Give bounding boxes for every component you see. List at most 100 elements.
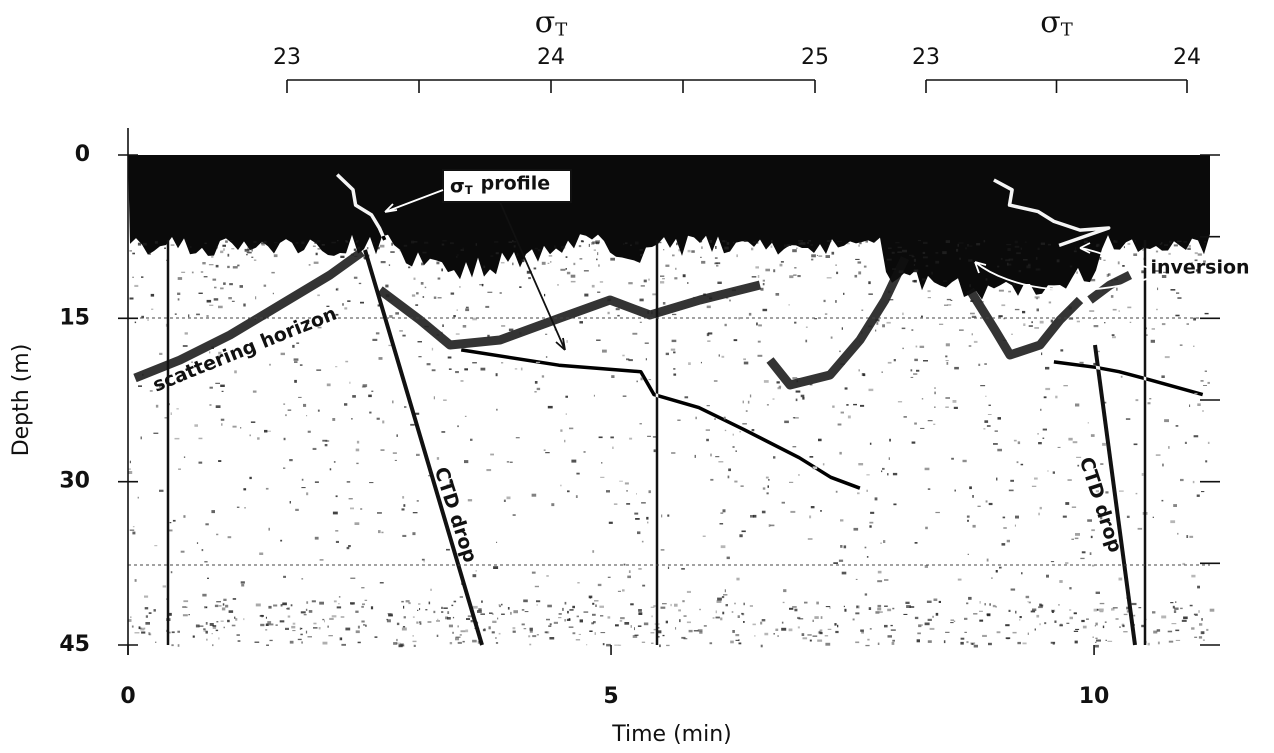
- speckle: [678, 244, 680, 246]
- speckle: [818, 630, 821, 633]
- text: profile: [481, 172, 551, 194]
- speckle: [640, 377, 643, 381]
- speckle: [1110, 280, 1113, 282]
- speckle: [1003, 527, 1007, 529]
- speckle: [170, 244, 175, 246]
- top-tick-label: 24: [1173, 45, 1201, 70]
- top-tick-label: 24: [537, 45, 565, 70]
- speckle: [150, 293, 155, 297]
- speckle: [659, 644, 661, 648]
- speckle: [795, 390, 801, 393]
- speckle: [839, 451, 842, 455]
- speckle: [726, 242, 730, 245]
- speckle: [715, 246, 717, 249]
- speckle: [916, 639, 920, 643]
- speckle: [140, 436, 142, 440]
- speckle: [317, 248, 321, 250]
- speckle: [130, 616, 132, 618]
- speckle: [335, 313, 339, 316]
- speckle: [215, 382, 220, 384]
- speckle: [145, 615, 148, 618]
- speckle: [177, 277, 183, 280]
- speckle: [301, 478, 304, 481]
- speckle: [985, 395, 987, 397]
- speckle: [361, 620, 365, 623]
- speckle: [329, 617, 334, 620]
- speckle: [243, 618, 245, 621]
- speckle: [809, 384, 813, 386]
- speckle: [1164, 356, 1170, 359]
- speckle: [300, 633, 303, 636]
- speckle: [353, 276, 358, 279]
- speckle: [1177, 532, 1179, 535]
- speckle: [1071, 506, 1077, 508]
- speckle: [441, 331, 443, 334]
- speckle: [183, 515, 186, 518]
- speckle: [1147, 402, 1151, 405]
- speckle: [1001, 304, 1006, 307]
- speckle: [1173, 244, 1178, 247]
- speckle: [491, 613, 494, 615]
- speckle: [289, 501, 291, 504]
- speckle: [294, 361, 298, 363]
- speckle: [694, 454, 696, 458]
- speckle: [261, 243, 265, 246]
- speckle: [723, 240, 728, 243]
- speckle: [695, 416, 697, 420]
- speckle: [183, 600, 189, 603]
- speckle: [577, 582, 580, 584]
- speckle: [562, 607, 564, 611]
- speckle: [1089, 552, 1092, 555]
- speckle: [852, 618, 855, 621]
- speckle: [763, 380, 769, 383]
- speckle: [287, 607, 290, 610]
- speckle: [957, 243, 959, 247]
- speckle: [230, 240, 233, 242]
- speckle: [534, 247, 538, 250]
- speckle: [592, 241, 597, 244]
- profile-label: σT profile: [450, 172, 550, 197]
- speckle: [875, 319, 880, 322]
- speckle: [658, 312, 661, 315]
- speckle: [342, 303, 344, 306]
- speckle: [789, 275, 794, 279]
- speckle: [198, 437, 203, 440]
- speckle: [1102, 625, 1105, 629]
- speckle: [206, 299, 212, 303]
- speckle: [684, 396, 689, 399]
- speckle: [1108, 273, 1111, 276]
- speckle: [592, 613, 596, 616]
- speckle: [360, 301, 364, 304]
- speckle: [1010, 479, 1014, 482]
- speckle: [433, 610, 436, 614]
- speckle: [352, 395, 356, 398]
- speckle: [641, 540, 644, 543]
- speckle: [1197, 253, 1202, 256]
- annotation-box: [442, 169, 572, 203]
- speckle: [1047, 243, 1051, 246]
- speckle: [703, 625, 707, 627]
- speckle: [700, 361, 702, 364]
- speckle: [1118, 310, 1120, 312]
- speckle: [855, 258, 860, 260]
- speckle: [804, 601, 808, 604]
- speckle: [558, 617, 562, 619]
- speckle: [459, 286, 461, 288]
- speckle: [149, 633, 152, 636]
- speckle: [760, 644, 763, 648]
- speckle: [467, 499, 473, 502]
- speckle: [706, 333, 710, 337]
- speckle: [724, 246, 729, 250]
- speckle: [944, 304, 948, 306]
- speckle: [835, 300, 837, 303]
- speckle: [544, 631, 548, 634]
- speckle: [501, 362, 504, 364]
- speckle: [452, 631, 454, 634]
- speckle: [1035, 268, 1040, 271]
- speckle: [329, 468, 332, 471]
- speckle: [445, 616, 448, 620]
- speckle: [618, 644, 622, 646]
- speckle: [825, 606, 831, 608]
- speckle: [943, 640, 946, 644]
- speckle: [606, 490, 610, 493]
